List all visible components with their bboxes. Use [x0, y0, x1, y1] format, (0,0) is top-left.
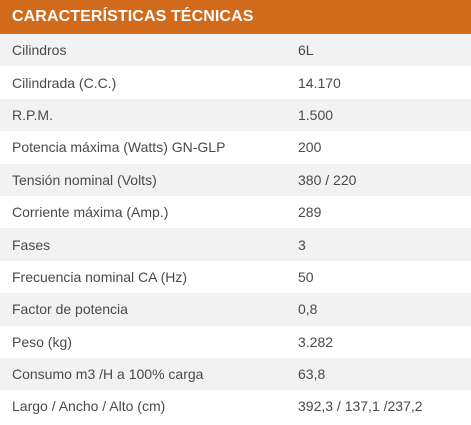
row-label: Tensión nominal (Volts) — [12, 171, 157, 188]
row-label: Fases — [12, 236, 51, 253]
table-row: Potencia máxima (Watts) GN-GLP 200 — [0, 131, 471, 164]
table-row: Peso (kg) 3.282 — [0, 325, 471, 358]
row-value: 14.170 — [298, 74, 341, 91]
table-row: Cilindros 6L — [0, 34, 471, 67]
row-label: Largo / Ancho / Alto (cm) — [12, 398, 166, 415]
row-value: 3 — [298, 236, 306, 253]
row-value: 0,8 — [298, 301, 318, 318]
row-value: 50 — [298, 268, 314, 285]
table-row: Factor de potencia 0,8 — [0, 293, 471, 326]
row-value: 1.500 — [298, 106, 334, 123]
table-row: Frecuencia nominal CA (Hz) 50 — [0, 260, 471, 294]
row-label: Cilindrada (C.C.) — [12, 74, 117, 91]
row-value: 3.282 — [298, 333, 334, 350]
table-title: CARACTERÍSTICAS TÉCNICAS — [0, 0, 471, 34]
table-row: Largo / Ancho / Alto (cm) 392,3 / 137,1 … — [0, 390, 471, 423]
table-row: R.P.M. 1.500 — [0, 98, 471, 132]
row-label: Potencia máxima (Watts) GN-GLP — [12, 139, 226, 156]
row-value: 63,8 — [298, 366, 326, 383]
row-label: Consumo m3 /H a 100% carga — [12, 366, 204, 383]
row-label: R.P.M. — [12, 106, 53, 123]
row-label: Corriente máxima (Amp.) — [12, 204, 169, 221]
table-row: Corriente máxima (Amp.) 289 — [0, 195, 471, 229]
table-row: Cilindrada (C.C.) 14.170 — [0, 66, 471, 99]
table-row: Fases 3 — [0, 228, 471, 261]
row-label: Peso (kg) — [12, 333, 72, 350]
row-label: Factor de potencia — [12, 301, 128, 318]
row-value: 392,3 / 137,1 /237,2 — [298, 398, 423, 415]
table-row: Tensión nominal (Volts) 380 / 220 — [0, 163, 471, 196]
row-value: 6L — [298, 42, 314, 59]
table-row: Consumo m3 /H a 100% carga 63,8 — [0, 357, 471, 391]
row-value: 380 / 220 — [298, 171, 357, 188]
row-value: 200 — [298, 139, 322, 156]
row-value: 289 — [298, 204, 322, 221]
row-label: Cilindros — [12, 42, 67, 59]
row-label: Frecuencia nominal CA (Hz) — [12, 268, 188, 285]
